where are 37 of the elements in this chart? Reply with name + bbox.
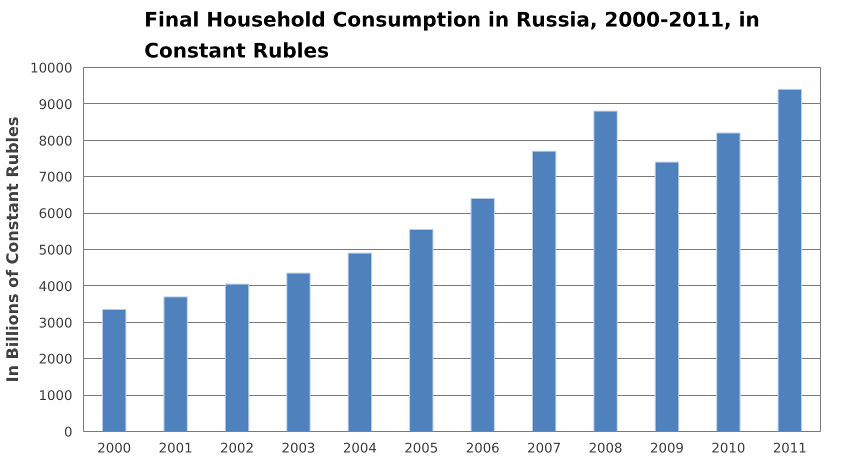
bar	[286, 272, 311, 432]
chart-title: Final Household Consumption in Russia, 2000-2011, in Constant Rubles	[144, 7, 760, 62]
x-tick-label: 2003	[282, 442, 316, 456]
x-tick-label: 2006	[466, 442, 500, 456]
bar	[470, 198, 495, 432]
y-axis-title: In Billions of Constant Rubles	[3, 116, 22, 382]
x-tick-label: 2011	[772, 442, 807, 456]
y-tick-label: 2000	[38, 352, 73, 368]
bar	[593, 110, 618, 432]
x-tick-label: 2005	[404, 442, 438, 456]
x-tick-label: 2000	[97, 442, 132, 456]
y-tick-label: 3000	[38, 316, 73, 332]
y-tick-label: 10000	[30, 62, 73, 76]
y-tick-label: 4000	[38, 280, 73, 295]
bar	[778, 88, 802, 432]
x-tick-label: 2009	[650, 442, 684, 456]
bar	[532, 150, 556, 432]
y-tick-label: 9000	[38, 98, 73, 113]
y-tick-label: 6000	[38, 207, 73, 222]
y-tick-label: 1000	[38, 389, 73, 404]
bar	[348, 252, 372, 432]
x-tick-label: 2010	[711, 442, 746, 456]
x-tick-label: 2001	[158, 442, 193, 456]
bar	[102, 309, 126, 432]
x-tick-label: 2008	[588, 442, 623, 456]
x-tick-label: 2002	[220, 442, 254, 456]
bar	[163, 296, 188, 432]
y-tick-label: 8000	[38, 134, 73, 150]
bar	[409, 228, 434, 432]
y-tick-label: 5000	[38, 244, 73, 258]
y-tick-label: 7000	[38, 170, 73, 186]
bar	[716, 132, 741, 432]
x-tick-label: 2004	[342, 442, 377, 456]
bar	[224, 284, 250, 432]
y-tick-label: 0	[64, 426, 73, 440]
x-tick-label: 2007	[527, 442, 562, 456]
bar	[654, 162, 680, 432]
